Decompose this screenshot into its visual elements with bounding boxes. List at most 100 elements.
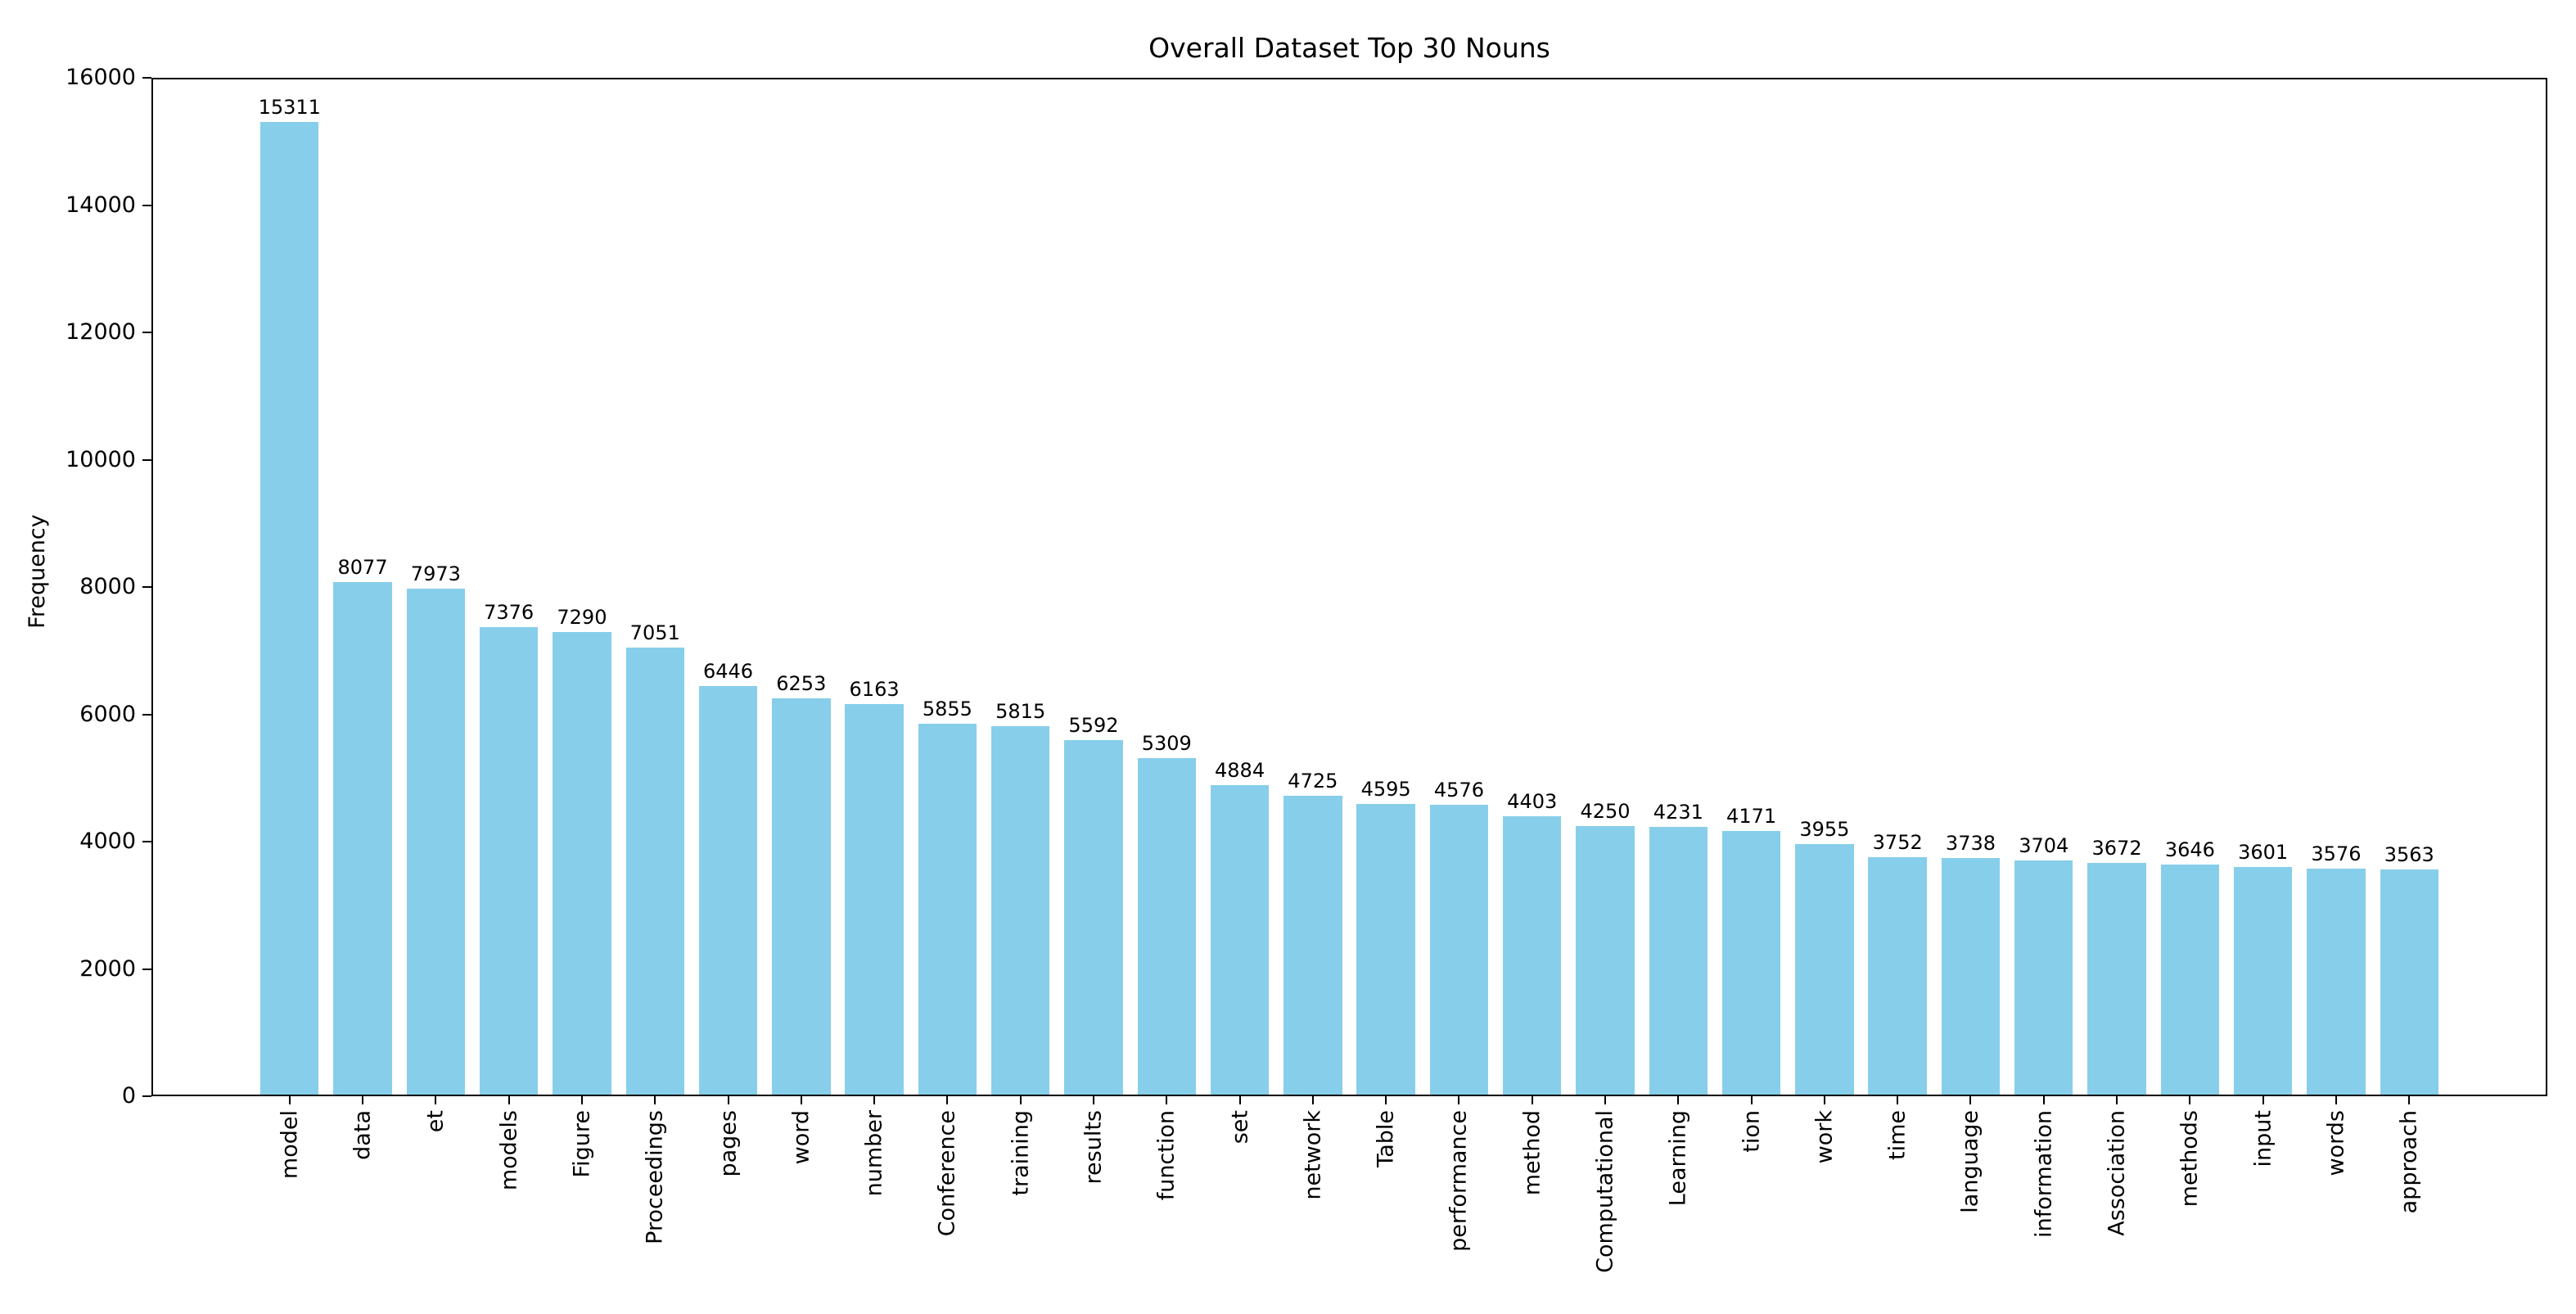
bar xyxy=(1429,805,1489,1095)
bar-value-label: 4595 xyxy=(1360,777,1411,801)
bar xyxy=(1941,858,2001,1095)
x-tick-label: Computational xyxy=(1593,1110,1618,1276)
x-tick-label-text: training xyxy=(1008,1110,1034,1196)
bar-value-label: 15311 xyxy=(258,95,321,119)
x-tick-label: input xyxy=(2250,1110,2276,1170)
x-tick-label-text: Association xyxy=(2104,1110,2130,1236)
x-tick-label-text: approach xyxy=(2396,1110,2422,1214)
bar-value-label: 4250 xyxy=(1580,799,1631,823)
bar xyxy=(1283,795,1342,1095)
y-tick-label: 10000 xyxy=(65,446,136,472)
x-tick-mark xyxy=(1750,1096,1753,1104)
x-tick-mark xyxy=(1385,1096,1387,1104)
bar xyxy=(625,647,684,1095)
x-tick-label: Association xyxy=(2105,1110,2130,1239)
x-tick-label: Conference xyxy=(935,1110,960,1239)
x-tick-mark xyxy=(1092,1096,1094,1104)
x-tick-label: methods xyxy=(2177,1110,2203,1210)
x-tick-mark xyxy=(362,1096,364,1104)
y-tick-mark xyxy=(142,1095,151,1097)
bar-value-label: 7376 xyxy=(484,600,535,624)
bar-value-label: 3752 xyxy=(1872,831,1923,855)
x-tick-mark xyxy=(1969,1096,1972,1104)
x-tick-label-text: data xyxy=(350,1110,376,1160)
bar xyxy=(1576,825,1635,1095)
x-tick-label-text: tion xyxy=(1739,1110,1765,1153)
bar xyxy=(918,723,977,1095)
bar xyxy=(553,632,611,1095)
x-tick-mark xyxy=(2335,1096,2337,1104)
bar-value-label: 4884 xyxy=(1215,759,1265,783)
y-tick-label: 2000 xyxy=(79,955,136,982)
x-tick-label-text: Conference xyxy=(934,1110,960,1237)
bar-value-label: 8077 xyxy=(337,556,388,579)
bar xyxy=(1137,758,1196,1095)
x-tick-mark xyxy=(2262,1096,2264,1104)
x-tick-mark xyxy=(508,1096,510,1104)
bar-value-label: 3672 xyxy=(2091,836,2142,860)
bar xyxy=(1503,815,1562,1095)
bar xyxy=(260,121,319,1095)
x-tick-label-text: function xyxy=(1153,1110,1180,1201)
x-tick-label: word xyxy=(788,1110,814,1167)
bar xyxy=(1356,803,1415,1095)
x-tick-mark xyxy=(1531,1096,1533,1104)
x-tick-mark xyxy=(1019,1096,1022,1104)
bar xyxy=(698,685,758,1095)
x-tick-mark xyxy=(800,1096,802,1104)
x-tick-label: information xyxy=(2031,1110,2056,1241)
bar-value-label: 4403 xyxy=(1507,789,1558,813)
x-tick-label-text: time xyxy=(1884,1110,1911,1161)
x-tick-label-text: Figure xyxy=(569,1110,595,1178)
x-tick-label-text: pages xyxy=(715,1110,742,1177)
bar-value-label: 4231 xyxy=(1653,801,1703,824)
x-tick-label: results xyxy=(1080,1110,1106,1187)
bar xyxy=(1868,857,1927,1095)
x-tick-label-text: et xyxy=(422,1110,449,1133)
x-tick-label: method xyxy=(1519,1110,1545,1199)
y-tick-mark xyxy=(142,458,151,461)
x-tick-mark xyxy=(946,1096,949,1104)
x-tick-label-text: work xyxy=(1811,1110,1838,1164)
x-tick-label-text: methods xyxy=(2177,1110,2203,1208)
x-tick-mark xyxy=(873,1096,876,1104)
x-tick-label-text: results xyxy=(1080,1110,1107,1185)
bar xyxy=(2380,869,2438,1095)
x-tick-label: et xyxy=(423,1110,449,1136)
bar-value-label: 5815 xyxy=(995,699,1046,723)
x-tick-label: pages xyxy=(715,1110,741,1181)
x-tick-label-text: Computational xyxy=(1592,1110,1618,1273)
x-tick-label: language xyxy=(1958,1110,1983,1217)
bar xyxy=(2087,862,2146,1095)
bar-value-label: 5855 xyxy=(922,697,972,720)
bar-value-label: 3955 xyxy=(1799,818,1850,842)
bar xyxy=(406,589,466,1095)
bar-value-label: 7973 xyxy=(410,562,461,586)
y-tick-mark xyxy=(142,586,151,588)
y-tick-mark xyxy=(142,713,151,716)
x-tick-label-text: information xyxy=(2031,1110,2057,1238)
x-tick-mark xyxy=(1897,1096,1899,1104)
y-tick-label: 16000 xyxy=(65,65,136,90)
bar xyxy=(1721,830,1781,1095)
x-tick-label-text: number xyxy=(861,1110,887,1197)
x-tick-label: number xyxy=(862,1110,887,1199)
x-tick-label: time xyxy=(1885,1110,1911,1163)
bar xyxy=(1064,740,1123,1095)
x-tick-label-text: words xyxy=(2323,1110,2349,1176)
plot-area xyxy=(151,78,2547,1096)
x-tick-label: model xyxy=(277,1110,302,1182)
bar-value-label: 4171 xyxy=(1726,804,1777,828)
y-axis-label-text: Frequency xyxy=(25,514,50,629)
x-tick-label-text: word xyxy=(788,1110,814,1165)
x-tick-mark xyxy=(1166,1096,1168,1104)
y-tick-label: 6000 xyxy=(79,701,136,727)
bar xyxy=(479,626,539,1095)
y-tick-mark xyxy=(142,77,151,79)
bar xyxy=(772,698,831,1095)
y-tick-mark xyxy=(142,841,151,842)
x-tick-label: work xyxy=(1811,1110,1837,1167)
y-tick-label: 4000 xyxy=(79,829,136,854)
x-tick-label: approach xyxy=(2397,1110,2422,1217)
